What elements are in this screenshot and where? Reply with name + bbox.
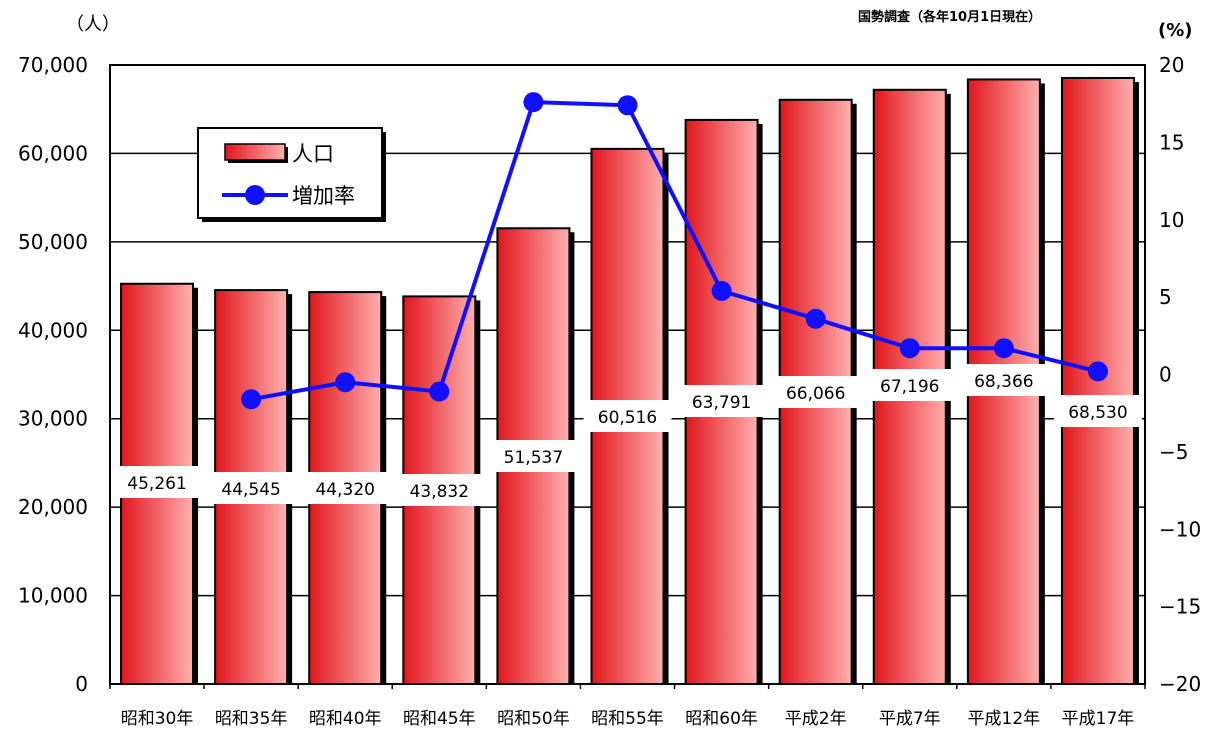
- data-label: 44,545: [221, 480, 280, 500]
- data-label: 45,261: [127, 474, 186, 494]
- y-right-tick-label: 5: [1159, 285, 1172, 309]
- data-label: 51,537: [504, 448, 563, 468]
- x-tick-label: 平成2年: [785, 709, 847, 729]
- x-tick-label: 昭和35年: [215, 709, 288, 729]
- y-left-tick-label: 10,000: [18, 584, 88, 608]
- legend-label: 増加率: [292, 184, 355, 208]
- rate-point: [335, 372, 355, 392]
- y-left-tick-label: 40,000: [18, 318, 88, 342]
- legend-label: 人口: [292, 142, 334, 166]
- y-left-tick-label: 30,000: [18, 407, 88, 431]
- data-label: 43,832: [410, 482, 469, 502]
- data-label: 68,366: [974, 372, 1033, 392]
- data-label: 66,066: [786, 384, 845, 404]
- y-left-tick-label: 70,000: [18, 53, 88, 77]
- x-tick-label: 平成17年: [1062, 709, 1135, 729]
- x-tick-label: 昭和40年: [309, 709, 382, 729]
- rate-point: [1088, 361, 1108, 381]
- data-label: 68,530: [1068, 403, 1127, 423]
- y-right-tick-label: 0: [1159, 363, 1172, 387]
- x-tick-label: 昭和30年: [121, 709, 194, 729]
- y-left-tick-label: 20,000: [18, 495, 88, 519]
- rate-point: [806, 309, 826, 329]
- data-label: 60,516: [598, 408, 657, 428]
- x-tick-label: 昭和55年: [591, 709, 664, 729]
- rate-point: [523, 92, 543, 112]
- x-tick-label: 昭和45年: [403, 709, 476, 729]
- legend-bar-swatch: [225, 144, 285, 160]
- data-label: 44,320: [315, 480, 374, 500]
- y-left-tick-label: 60,000: [18, 141, 88, 165]
- y-right-tick-label: −15: [1159, 595, 1201, 619]
- rate-point: [618, 95, 638, 115]
- y-right-tick-label: 20: [1159, 53, 1184, 77]
- y-left-tick-label: 0: [75, 672, 88, 696]
- x-tick-label: 昭和60年: [685, 709, 758, 729]
- x-tick-label: 平成7年: [879, 709, 941, 729]
- data-label: 63,791: [692, 393, 751, 413]
- data-label: 67,196: [880, 377, 939, 397]
- rate-point: [900, 338, 920, 358]
- y-right-tick-label: 15: [1159, 130, 1184, 154]
- rate-point: [994, 338, 1014, 358]
- x-tick-label: 昭和50年: [497, 709, 570, 729]
- y-left-tick-label: 50,000: [18, 230, 88, 254]
- rate-point: [429, 382, 449, 402]
- y-right-tick-label: −5: [1159, 440, 1188, 464]
- rate-point: [241, 389, 261, 409]
- legend-line-marker: [245, 185, 265, 205]
- y-right-tick-label: −10: [1159, 517, 1201, 541]
- x-tick-label: 平成12年: [968, 709, 1041, 729]
- rate-point: [712, 281, 732, 301]
- y-right-tick-label: −20: [1159, 672, 1201, 696]
- y-right-tick-label: 10: [1159, 208, 1184, 232]
